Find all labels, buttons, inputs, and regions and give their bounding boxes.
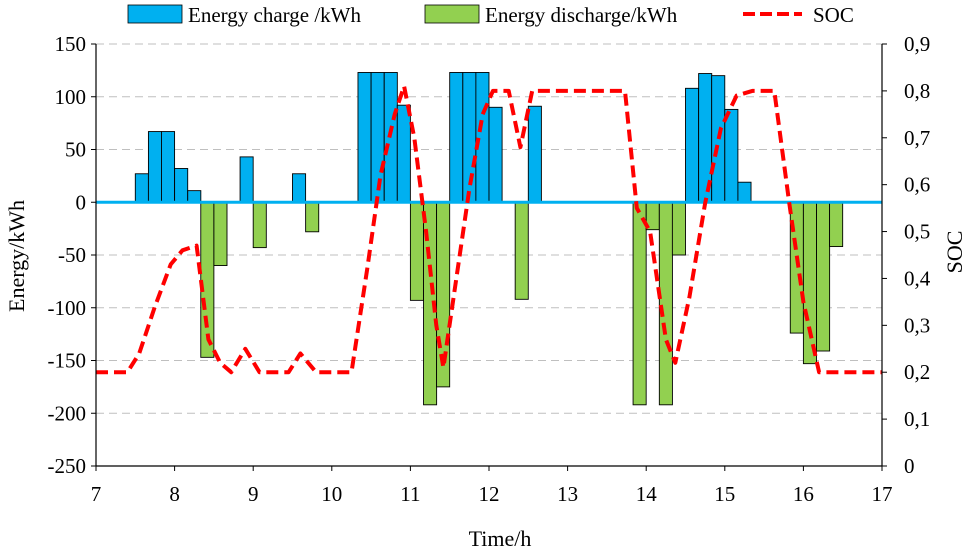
y-tick-label-3: 0	[76, 190, 87, 214]
charge-bar-2	[161, 131, 176, 203]
legend: Energy charge /kWh Energy discharge/kWh …	[127, 3, 854, 27]
y2-tick-label-4: 0,5	[904, 220, 930, 244]
discharge-bar-1	[213, 201, 228, 266]
x-tick-label-10: 17	[872, 482, 893, 506]
y2-tick-label-0: 0,9	[904, 32, 930, 56]
discharge-bar-8	[632, 201, 647, 406]
charge-bar-20	[737, 181, 752, 203]
y-tick-label-6: -150	[48, 349, 87, 373]
charge-bar-10	[396, 104, 411, 203]
charge-bar-16	[685, 87, 700, 203]
y-tick-label-0: 150	[55, 32, 87, 56]
discharge-bar-11	[671, 201, 686, 256]
y-tick-label-4: -50	[58, 243, 86, 267]
x-tick-label-2: 9	[248, 482, 259, 506]
charge-bar-7	[357, 72, 372, 203]
y2-axis-title: SOC	[942, 231, 967, 274]
x-tick-label-1: 8	[169, 482, 180, 506]
x-tick-label-0: 7	[91, 482, 102, 506]
discharge-bar-10	[658, 201, 673, 406]
axes	[91, 43, 887, 471]
charge-bar-3	[174, 168, 189, 203]
charge-bar-19	[724, 108, 739, 203]
x-axis-title: Time/h	[469, 526, 532, 551]
discharge-bar-2	[252, 201, 267, 249]
y-axis-title: Energy/kWh	[4, 200, 29, 312]
legend-swatch-charge	[127, 4, 183, 24]
y2-tick-label-2: 0,7	[904, 126, 930, 150]
x-tick-label-5: 12	[479, 482, 500, 506]
y-tick-label-7: -200	[48, 401, 87, 425]
x-tick-label-4: 11	[400, 482, 420, 506]
y-tick-label-1: 100	[55, 85, 87, 109]
discharge-bar-13	[802, 201, 817, 365]
legend-label-charge: Energy charge /kWh	[188, 3, 361, 27]
y2-tick-label-6: 0,3	[904, 313, 930, 337]
charge-bar-14	[488, 106, 503, 203]
y-tick-label-8: -250	[48, 454, 87, 478]
soc-line-group	[96, 84, 882, 375]
legend-swatch-discharge	[424, 4, 480, 24]
discharge-bar-3	[305, 201, 320, 233]
discharge-bar-4	[409, 201, 424, 301]
x-tick-label-7: 14	[636, 482, 658, 506]
x-tick-label-3: 10	[321, 482, 342, 506]
y2-tick-label-8: 0,1	[904, 407, 930, 431]
charge-bar-6	[292, 173, 307, 203]
charge-bar-4	[187, 190, 202, 203]
charge-bar-13	[475, 72, 490, 203]
y2-tick-label-5: 0,4	[904, 266, 931, 290]
charge-bar-0	[134, 173, 149, 203]
charge-bar-5	[239, 156, 254, 203]
legend-label-discharge: Energy discharge/kWh	[485, 3, 678, 27]
y2-tick-label-9: 0	[904, 454, 915, 478]
discharge-bar-7	[514, 201, 529, 300]
y2-tick-label-1: 0,8	[904, 79, 930, 103]
y2-tick-label-3: 0,6	[904, 173, 930, 197]
charge-bar-15	[527, 105, 542, 203]
x-tick-label-9: 16	[793, 482, 814, 506]
tick-labels: 150100500-50-100-150-200-2500,90,80,70,6…	[48, 32, 931, 506]
legend-label-soc: SOC	[813, 3, 854, 27]
discharge-bar-15	[829, 201, 844, 248]
charge-bar-1	[147, 131, 162, 203]
charge-bar-11	[449, 72, 464, 203]
y-tick-label-5: -100	[48, 296, 87, 320]
y-tick-label-2: 50	[65, 138, 86, 162]
discharge-bar-14	[816, 201, 831, 352]
bars	[134, 72, 844, 406]
soc-line	[96, 84, 882, 375]
x-tick-label-8: 15	[714, 482, 735, 506]
x-tick-label-6: 13	[557, 482, 578, 506]
y2-tick-label-7: 0,2	[904, 360, 930, 384]
